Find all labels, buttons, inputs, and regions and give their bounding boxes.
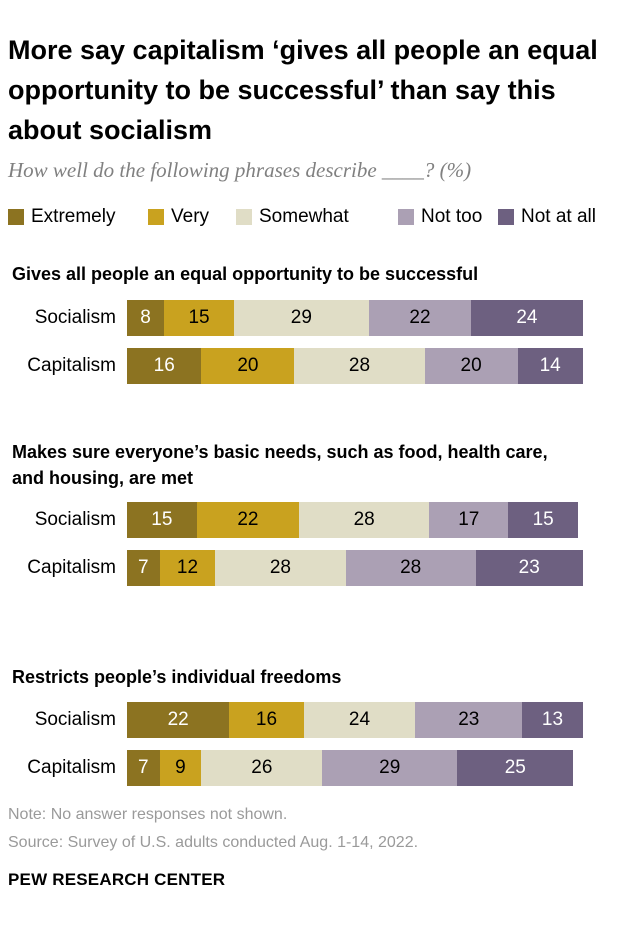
bar-segment-not-at-all: 14 — [517, 348, 583, 384]
data-label: 16 — [255, 709, 278, 730]
bar-segment-not-too: 22 — [368, 300, 472, 336]
data-label: 15 — [188, 307, 210, 328]
bar-segment-very: 16 — [229, 702, 304, 738]
bar-segment-extremely: 8 — [127, 300, 165, 336]
data-label: 15 — [532, 509, 554, 530]
bar-segment-not-too: 29 — [322, 750, 458, 786]
row-label: Socialism — [34, 709, 116, 730]
brand-logo-text: PEW RESEARCH CENTER — [8, 870, 226, 889]
bar-segment-not-too: 28 — [345, 550, 476, 586]
bar-segment-somewhat: 28 — [294, 348, 425, 384]
legend-swatch — [8, 209, 24, 225]
data-label: 24 — [516, 307, 538, 328]
data-label: 20 — [237, 355, 259, 376]
bar-segment-very: 22 — [196, 502, 300, 538]
data-label: 22 — [237, 509, 259, 530]
legend-swatch — [498, 209, 514, 225]
data-label: 26 — [251, 757, 273, 778]
data-label: 29 — [290, 307, 312, 328]
bar-segment-not-at-all: 23 — [475, 550, 583, 586]
data-label: 7 — [137, 757, 149, 778]
legend-swatch — [398, 209, 414, 225]
data-label: 29 — [379, 757, 401, 778]
bar-segment-extremely: 16 — [127, 348, 202, 384]
bar-segment-somewhat: 29 — [233, 300, 369, 336]
bar-segment-extremely: 7 — [127, 550, 160, 586]
legend-label: Extremely — [31, 206, 116, 227]
bar-segment-extremely: 22 — [127, 702, 230, 738]
chart-title: More say capitalism ‘gives all people an… — [8, 35, 598, 145]
bar-segment-very: 9 — [159, 750, 202, 786]
legend-label: Very — [171, 206, 210, 227]
bar-segment-not-too: 23 — [415, 702, 523, 738]
chart-subtitle: How well do the following phrases descri… — [8, 158, 472, 182]
data-label: 13 — [541, 709, 564, 730]
question-heading: Gives all people an equal opportunity to… — [12, 264, 479, 284]
data-label: 15 — [151, 509, 173, 530]
data-label: 23 — [518, 557, 540, 578]
bar-segment-somewhat: 28 — [299, 502, 430, 538]
data-label: 28 — [348, 355, 371, 376]
data-label: 25 — [504, 757, 526, 778]
data-label: 20 — [460, 355, 482, 376]
data-label: 24 — [348, 709, 371, 730]
bar-segment-extremely: 7 — [127, 750, 160, 786]
data-label: 23 — [458, 709, 480, 730]
data-label: 14 — [539, 355, 561, 376]
bar-segment-somewhat: 24 — [303, 702, 416, 738]
data-label: 9 — [175, 757, 186, 778]
source-note: Source: Survey of U.S. adults conducted … — [8, 834, 419, 851]
data-label: 28 — [269, 557, 291, 578]
legend-label: Somewhat — [259, 206, 349, 227]
data-label: 16 — [153, 355, 175, 376]
question-heading: Makes sure everyone’s basic needs, such … — [12, 442, 548, 488]
legend-label: Not at all — [521, 206, 596, 227]
bar-segment-somewhat: 26 — [201, 750, 323, 786]
footnote: Note: No answer responses not shown. — [8, 806, 288, 823]
data-label: 12 — [176, 557, 199, 578]
data-label: 28 — [400, 557, 422, 578]
row-label: Capitalism — [27, 557, 116, 578]
bar-segment-very: 20 — [201, 348, 295, 384]
bar-segment-very: 12 — [159, 550, 216, 586]
row-label: Capitalism — [27, 355, 116, 376]
data-label: 28 — [353, 509, 375, 530]
data-label: 17 — [458, 509, 480, 530]
bar-segment-extremely: 15 — [127, 502, 197, 538]
data-label: 22 — [409, 307, 431, 328]
question-heading: Restricts people’s individual freedoms — [12, 667, 342, 687]
bar-segment-somewhat: 28 — [215, 550, 346, 586]
data-label: 22 — [167, 709, 189, 730]
bar-segment-not-at-all: 15 — [508, 502, 579, 538]
row-label: Capitalism — [27, 757, 116, 778]
bar-segment-not-at-all: 24 — [471, 300, 583, 336]
legend-label: Not too — [421, 206, 483, 227]
row-label: Socialism — [34, 509, 116, 530]
row-label: Socialism — [34, 307, 116, 328]
bar-segment-not-too: 20 — [424, 348, 518, 384]
legend-swatch — [236, 209, 252, 225]
bar-segment-not-at-all: 13 — [522, 702, 583, 738]
data-label: 7 — [137, 557, 149, 578]
legend-swatch — [148, 209, 164, 225]
data-label: 8 — [140, 307, 151, 328]
bar-segment-not-at-all: 25 — [457, 750, 574, 786]
bar-segment-very: 15 — [164, 300, 234, 336]
bar-segment-not-too: 17 — [429, 502, 509, 538]
